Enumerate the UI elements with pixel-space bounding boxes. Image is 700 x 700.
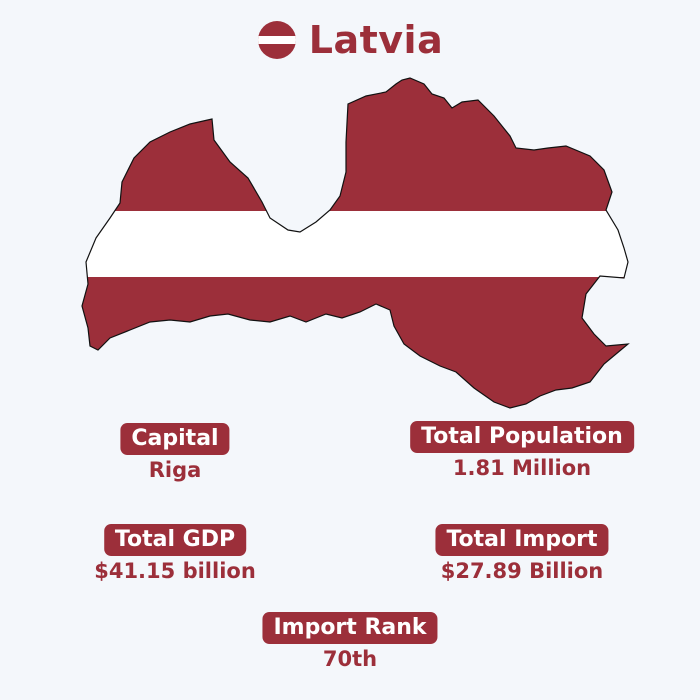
stat-population-label: Total Population xyxy=(410,421,634,453)
stat-import-rank: Import Rank 70th xyxy=(262,612,438,671)
stat-gdp-value: $41.15 billion xyxy=(94,559,256,583)
latvia-flag-circle-icon xyxy=(257,21,296,59)
stat-population: Total Population 1.81 Million xyxy=(410,421,634,480)
page-title-row: Latvia xyxy=(0,14,700,66)
page-title: Latvia xyxy=(308,18,444,62)
latvia-map-flag xyxy=(81,77,629,409)
stat-capital-value: Riga xyxy=(148,458,202,482)
map-flag-fill xyxy=(82,78,628,408)
stat-gdp: Total GDP $41.15 billion xyxy=(94,524,256,583)
stat-import: Total Import $27.89 Billion xyxy=(435,524,609,583)
stat-import-label: Total Import xyxy=(435,524,609,556)
stat-capital: Capital Riga xyxy=(120,423,230,482)
stat-capital-label: Capital xyxy=(120,423,230,455)
stat-gdp-label: Total GDP xyxy=(103,524,247,556)
stat-import-value: $27.89 Billion xyxy=(440,559,604,583)
stat-import-rank-value: 70th xyxy=(322,647,378,671)
stat-population-value: 1.81 Million xyxy=(452,456,592,480)
stat-import-rank-label: Import Rank xyxy=(262,612,438,644)
